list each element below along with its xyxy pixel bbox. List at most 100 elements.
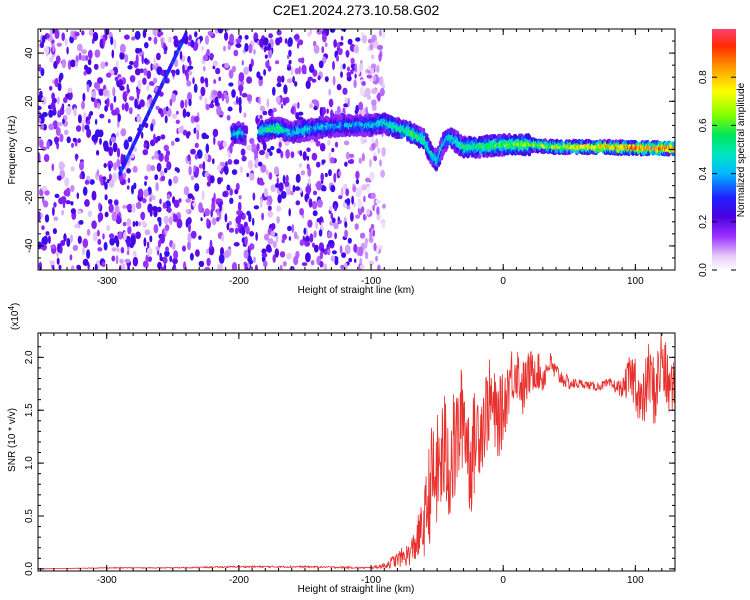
spectrogram-noise-cell: [40, 212, 44, 219]
spectrogram-noise-cell: [272, 240, 277, 249]
spectrogram-noise-cell: [169, 98, 173, 107]
spectrogram-noise-cell: [152, 77, 158, 84]
spectrogram-noise-cell: [235, 216, 242, 224]
spectrogram-noise-cell: [179, 50, 183, 60]
spectrogram-noise-cell: [188, 70, 193, 76]
spectrogram-noise-cell: [204, 208, 210, 217]
spectrogram-noise-cell: [216, 208, 220, 216]
spectrogram-noise-cell: [267, 48, 273, 59]
spectrogram-noise-cell: [334, 141, 339, 148]
x-tick-label: 0: [500, 276, 506, 287]
spectrogram-noise-cell: [223, 45, 226, 52]
spectrogram-noise-cell: [298, 39, 304, 46]
spectrogram-noise-cell: [272, 107, 277, 113]
spectrogram-noise-cell: [235, 43, 242, 48]
spectrogram-noise-cell: [381, 147, 386, 157]
spectrogram-noise-cell: [256, 143, 260, 152]
spectrogram-noise-cell: [190, 230, 197, 239]
spectrogram-noise-cell: [277, 75, 282, 84]
y-tick-label: -20: [24, 190, 35, 205]
spectrogram-noise-cell: [266, 98, 269, 108]
spectrogram-noise-cell: [154, 174, 159, 181]
spectrogram-noise-cell: [267, 148, 271, 153]
spectrogram-noise-cell: [243, 112, 247, 118]
spectrogram-noise-cell: [274, 248, 279, 258]
spectrogram-noise-cell: [276, 177, 279, 185]
spectrogram-noise-cell: [66, 46, 69, 55]
spectrogram-noise-cell: [204, 266, 211, 270]
spectrogram-noise-cell: [38, 152, 41, 163]
spectrogram-noise-cell: [369, 171, 375, 181]
spectrogram-noise-cell: [76, 192, 80, 199]
spectrogram-noise-cell: [163, 50, 167, 55]
spectrogram-noise-cell: [258, 96, 261, 105]
spectrogram-noise-cell: [227, 159, 233, 165]
spectrogram-noise-cell: [339, 245, 343, 254]
spectrogram-noise-cell: [108, 173, 112, 181]
spectrogram-noise-cell: [104, 61, 109, 67]
spectrogram-noise-cell: [194, 142, 199, 149]
spectrogram-noise-cell: [57, 122, 63, 127]
spectrogram-noise-cell: [340, 264, 345, 270]
spectrogram-noise-cell: [82, 258, 89, 266]
spectrogram-noise-cell: [132, 250, 137, 257]
spectrogram-noise-cell: [231, 89, 236, 98]
spectrogram-noise-cell: [111, 211, 118, 222]
spectrogram-noise-cell: [300, 187, 303, 193]
spectrogram-noise-cell: [120, 128, 127, 137]
spectrogram-noise-cell: [134, 30, 141, 40]
spectrogram-noise-cell: [38, 66, 42, 72]
spectrogram-noise-cell: [83, 70, 87, 76]
spectrogram-noise-cell: [153, 224, 159, 234]
spectrogram-noise-cell: [126, 204, 132, 211]
spectrogram-noise-cell: [263, 187, 268, 198]
spectrogram-noise-cell: [92, 232, 98, 242]
spectrogram-noise-cell: [131, 184, 134, 195]
spectrogram-noise-cell: [188, 223, 191, 233]
spectrogram-noise-cell: [116, 158, 120, 167]
spectrogram-noise-cell: [195, 166, 200, 176]
spectrogram-noise-cell: [217, 29, 224, 34]
spectrogram-noise-cell: [168, 216, 173, 226]
spectrogram-noise-cell: [87, 58, 92, 66]
snr-series-line: [38, 333, 675, 571]
spectrogram-noise-cell: [366, 74, 373, 79]
spectrogram-noise-cell: [355, 179, 359, 185]
spectrogram-noise-cell: [146, 70, 152, 79]
spectrogram-noise-cell: [70, 201, 74, 206]
spectrogram-noise-cell: [41, 96, 47, 105]
spectrogram-noise-cell: [213, 79, 217, 84]
spectrogram-noise-cell: [261, 252, 268, 258]
y-tick-label: 1.5: [24, 403, 35, 417]
spectrogram-noise-cell: [310, 260, 315, 266]
spectrogram-noise-cell: [148, 197, 152, 203]
spectrogram-noise-cell: [120, 153, 124, 163]
snr-multiplier-suffix: ): [10, 303, 21, 306]
spectrogram-noise-cell: [114, 235, 119, 244]
spectrogram-ridge-cell: [574, 138, 578, 144]
spectrogram-noise-cell: [319, 250, 324, 260]
figure-title: C2E1.2024.273.10.58.G02: [273, 2, 440, 18]
spectrogram-noise-cell: [223, 165, 226, 173]
spectrogram-noise-cell: [122, 91, 127, 101]
spectrogram-noise-cell: [165, 224, 170, 232]
spectrogram-noise-cell: [282, 174, 286, 184]
spectrogram-noise-cell: [119, 43, 126, 54]
spectrogram-noise-cell: [59, 133, 64, 143]
spectrogram-noise-cell: [199, 95, 203, 101]
spectrogram-ridge-cell: [485, 134, 489, 140]
spectrogram-noise-cell: [217, 264, 221, 270]
spectrogram-noise-cell: [335, 257, 339, 263]
spectrogram-noise-cell: [98, 202, 101, 211]
spectrogram-noise-cell: [237, 222, 242, 229]
spectrogram-noise-cell: [186, 80, 192, 87]
spectrogram-noise-cell: [64, 129, 69, 135]
spectrogram-ridge-cell: [243, 125, 247, 131]
spectrogram-noise-cell: [53, 60, 58, 69]
spectrogram-noise-cell: [240, 148, 246, 156]
spectrogram-noise-cell: [201, 190, 205, 201]
spectrogram-noise-cell: [347, 97, 351, 108]
spectrogram-noise-cell: [249, 231, 255, 237]
spectrogram-noise-cell: [126, 250, 130, 256]
